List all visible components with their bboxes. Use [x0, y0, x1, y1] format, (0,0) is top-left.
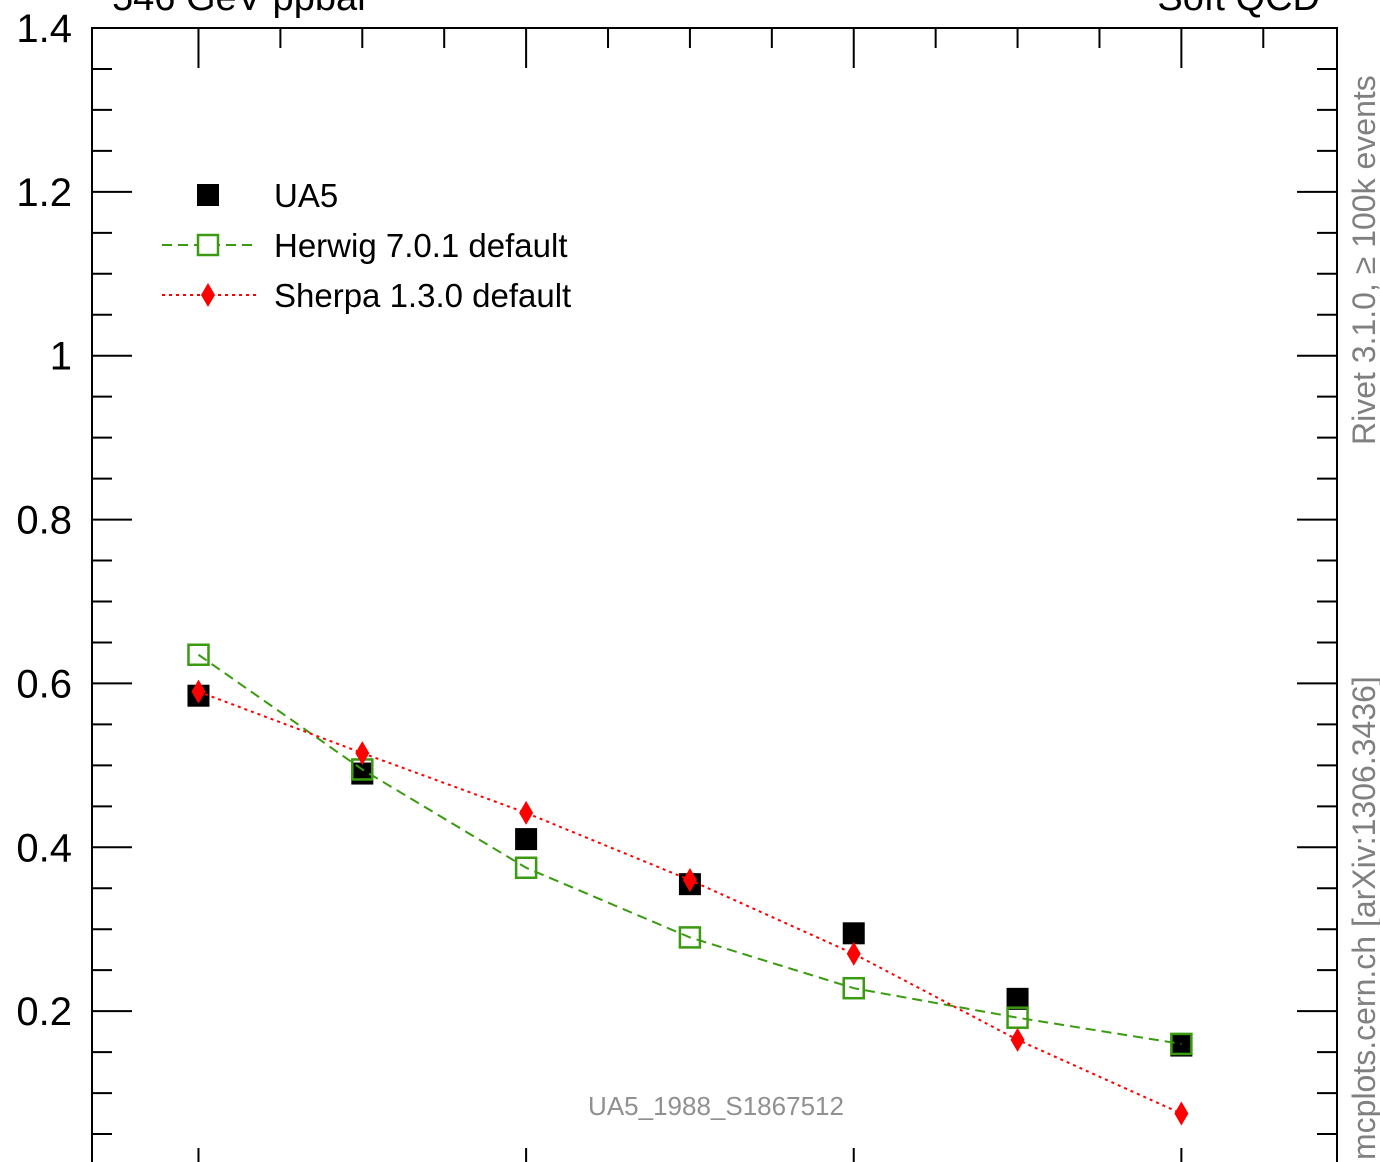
header-left: 546 GeV ppbar [112, 0, 370, 19]
legend-marker [201, 283, 215, 307]
legend-label: UA5 [274, 177, 338, 214]
mc-point [1008, 1008, 1028, 1028]
legend-label: Sherpa 1.3.0 default [274, 277, 571, 314]
series-2 [191, 680, 1188, 1126]
legend-marker [198, 235, 218, 255]
y-tick-label: 0.8 [16, 499, 72, 543]
series-line [198, 655, 1181, 1044]
analysis-label: UA5_1988_S1867512 [588, 1091, 844, 1121]
y-tick-label: 0.4 [16, 826, 72, 870]
series-1 [188, 645, 1191, 1054]
data-point [515, 828, 537, 850]
y-tick-label: 0.6 [16, 662, 72, 706]
side-label-bottom: mcplots.cern.ch [arXiv:1306.3436] [1346, 676, 1380, 1160]
mc-point [355, 741, 369, 765]
y-tick-label: 1.2 [16, 171, 72, 215]
header-right: Soft QCD [1157, 0, 1320, 19]
data-point [843, 922, 865, 944]
y-tick-label: 1.4 [16, 7, 72, 51]
side-label-top: Rivet 3.1.0, ≥ 100k events [1346, 75, 1380, 445]
mc-point [1174, 1102, 1188, 1126]
x-axis [198, 28, 1263, 1162]
legend: UA5 Herwig 7.0.1 default Sherpa 1.3.0 defa… [162, 177, 571, 314]
series-line [198, 692, 1181, 1114]
y-tick-label: 1 [50, 335, 72, 379]
series-layer [187, 645, 1192, 1126]
y-tick-label: 0.2 [16, 990, 72, 1034]
y-axis: 0.2 0.4 0.6 0.8 1 1.2 1.4 [16, 7, 1337, 1134]
mc-point [519, 801, 533, 825]
mc-point [847, 942, 861, 966]
legend-marker [197, 184, 219, 206]
mc-point [1011, 1028, 1025, 1052]
legend-label: Herwig 7.0.1 default [274, 227, 568, 264]
